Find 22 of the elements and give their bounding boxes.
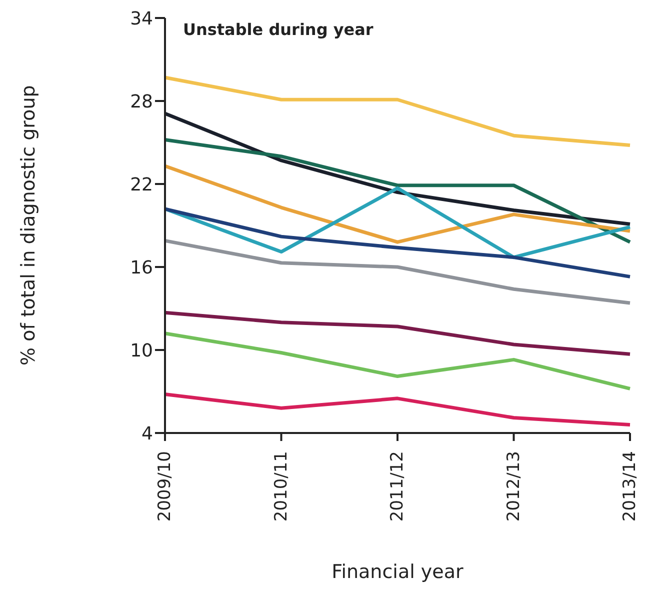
line-series [163,392,632,426]
x-tick-label: 2013/14 [620,451,640,522]
y-tick-label: 28 [130,91,153,112]
x-tick-label: 2010/11 [271,451,292,522]
y-tick-label: 22 [130,174,153,196]
y-tick-label: 34 [130,8,153,30]
x-tick-label: 2009/10 [155,451,175,522]
line-series [163,138,632,244]
y-axis-title: % of total in diagnostic group [18,85,40,366]
x-tick-label: 2012/13 [504,451,524,522]
line-series [163,238,632,305]
y-tick-label: 16 [130,257,153,278]
y-tick-label: 10 [130,340,153,362]
x-axis-title: Financial year [332,561,464,583]
line-series [163,310,632,356]
line-series [163,332,632,390]
line-series [163,164,632,244]
y-tick-label: 4 [142,423,153,444]
chart-title: Unstable during year [183,20,374,39]
line-series [163,207,632,278]
line-series [163,76,632,148]
x-tick-label: 2011/12 [388,451,408,522]
